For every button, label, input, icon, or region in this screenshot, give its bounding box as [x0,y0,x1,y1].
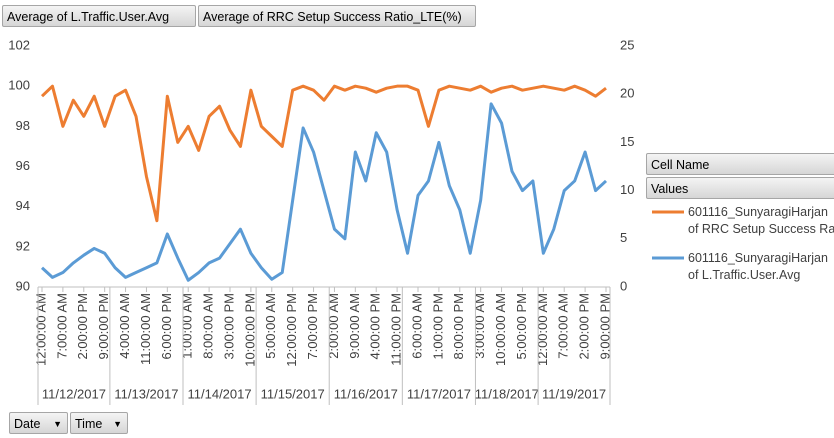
date-label: 11/13/2017 [114,386,178,401]
axis-button[interactable]: Date ▼ [9,412,68,434]
y-tick-label: 96 [16,158,30,173]
y2-tick-label: 20 [620,86,634,101]
x-tick-label: 11:00:00 PM [389,293,404,366]
date-label: 11/17/2017 [407,386,471,401]
dropdown-arrow: ▼ [113,419,122,429]
x-tick-label: 10:00:00 AM [493,293,508,366]
y2-tick-label: 10 [620,182,634,197]
date-label: 11/18/2017 [475,386,539,401]
x-tick-label: 2:00:00 PM [577,293,592,360]
field-button[interactable]: Average of L.Traffic.User.Avg [2,5,196,27]
y-tick-label: 90 [16,278,30,293]
series-line [40,102,608,282]
series-line [40,84,607,223]
x-tick-label: 6:00:00 AM [409,293,424,359]
x-tick-label: 10:00:00 PM [242,293,257,367]
legend-title[interactable]: Cell Name [646,153,834,175]
dropdown-arrow: ▼ [53,419,62,429]
x-tick-label: 8:00:00 AM [201,293,216,359]
y2-tick-label: 0 [620,278,627,293]
x-tick-label: 1:00:00 AM [180,293,195,359]
y-tick-label: 94 [16,198,30,213]
x-tick-label: 9:00:00 PM [597,293,612,360]
date-label: 11/16/2017 [334,386,398,401]
y-tick-label: 102 [8,37,30,52]
x-tick-label: 2:00:00 PM [75,293,90,360]
y-tick-label: 92 [16,238,30,253]
x-tick-label: 6:00:00 PM [159,293,174,360]
date-label: 11/15/2017 [261,386,325,401]
date-label: 11/14/2017 [188,386,252,401]
legend-label: 601116_SunyaragiHarjan of L.Traffic.User… [688,251,828,282]
x-tick-label: 12:00:00 PM [284,293,299,367]
y2-tick-label: 15 [620,134,634,149]
x-tick-label: 3:00:00 PM [221,293,236,360]
x-tick-label: 4:00:00 PM [368,293,383,360]
x-tick-label: 4:00:00 AM [117,293,132,359]
x-tick-label: 5:00:00 AM [263,293,278,359]
date-label: 11/12/2017 [42,386,106,401]
field-button[interactable]: Average of RRC Setup Success Ratio_LTE(%… [198,5,476,27]
y-tick-label: 98 [16,118,30,133]
x-tick-label: 7:00:00 AM [556,293,571,359]
x-tick-label: 9:00:00 PM [96,293,111,360]
x-tick-label: 12:00:00 AM [33,293,48,366]
x-tick-label: 3:00:00 AM [472,293,487,359]
x-tick-label: 11:00:00 AM [138,293,153,365]
x-tick-label: 8:00:00 PM [451,293,466,360]
x-tick-label: 1:00:00 PM [430,293,445,360]
x-tick-label: 7:00:00 PM [305,293,320,360]
x-tick-label: 7:00:00 AM [54,293,69,359]
y-tick-label: 100 [8,78,30,93]
y2-tick-label: 5 [620,230,627,245]
y2-tick-label: 25 [620,37,634,52]
axis-button-label: Date [14,417,41,431]
x-tick-label: 5:00:00 PM [514,293,529,360]
axis-button-label: Time [75,417,103,431]
x-tick-label: 12:00:00 AM [535,293,550,366]
date-label: 11/19/2017 [542,386,606,401]
axis-button[interactable]: Time ▼ [70,412,128,434]
legend-subtitle[interactable]: Values [646,177,834,199]
x-tick-label: 9:00:00 AM [347,293,362,359]
legend-label: 601116_SunyaragiHarjan of RRC Setup Succ… [688,205,834,236]
x-tick-label: 2:00:00 AM [326,293,341,359]
